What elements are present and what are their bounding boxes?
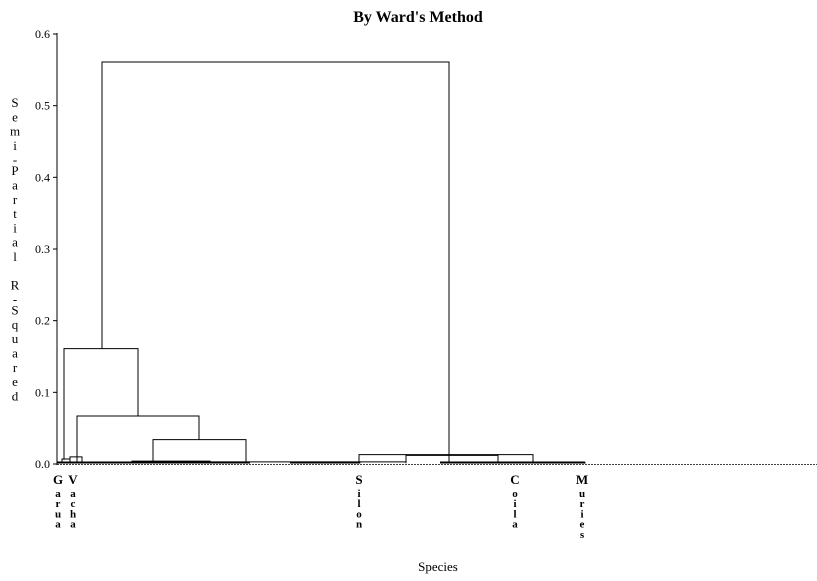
y-label-char: d xyxy=(12,388,19,403)
leaf-label-char: o xyxy=(512,488,518,500)
y-label-char: P xyxy=(11,163,18,178)
leaf-label-char: C xyxy=(510,472,519,487)
dendrogram-link xyxy=(101,61,450,462)
y-tick-label: 0.6 xyxy=(35,27,50,41)
leaf-label-char: i xyxy=(513,498,516,510)
y-tick-label: 0.5 xyxy=(35,99,50,113)
leaf-label-char: o xyxy=(356,508,362,520)
leaf-label-char: V xyxy=(68,472,78,487)
y-label-char: S xyxy=(11,303,18,318)
dendrogram-link xyxy=(152,439,247,463)
dendrogram-link xyxy=(358,454,534,463)
leaf-label-char: l xyxy=(513,508,516,520)
leaf-label-char: r xyxy=(580,498,585,510)
leaf-label-char: s xyxy=(580,529,585,541)
leaf-label-char: n xyxy=(356,519,362,531)
leaf-label-char: i xyxy=(357,488,360,500)
y-label-char: e xyxy=(12,374,18,389)
y-label-char: l xyxy=(13,249,17,264)
y-label-char: r xyxy=(13,360,18,375)
y-label-char: i xyxy=(13,138,17,153)
y-label-char: S xyxy=(11,95,18,110)
leaf-label-char: u xyxy=(55,508,61,520)
y-label-char: - xyxy=(13,152,17,167)
leaf-label-char: u xyxy=(579,488,585,500)
dendrogram-link xyxy=(63,348,139,460)
y-label-char: a xyxy=(12,235,18,250)
y-label-char: r xyxy=(13,192,18,207)
dendrogram-branches xyxy=(57,61,586,464)
leaf-label-char: a xyxy=(512,519,518,531)
dendrogram-link xyxy=(405,454,499,463)
y-tick-label: 0.1 xyxy=(35,385,50,399)
dendrogram-link xyxy=(76,415,200,463)
y-label-char: - xyxy=(13,292,17,307)
leaf-label-char: a xyxy=(55,488,61,500)
leaf-label-char: r xyxy=(56,498,61,510)
y-axis-ticks: 0.0 0.1 0.2 0.3 0.4 0.5 0.6 xyxy=(35,27,57,471)
y-tick-label: 0.3 xyxy=(35,242,50,256)
leaf-label-char: M xyxy=(576,472,588,487)
x-axis-label: Species xyxy=(418,559,458,574)
y-tick-label: 0.4 xyxy=(35,170,50,184)
y-label-char: u xyxy=(12,331,19,346)
y-label-char: q xyxy=(12,317,19,332)
y-label-char: a xyxy=(12,178,18,193)
leaf-label-char: e xyxy=(580,519,585,531)
leaf-label-char: S xyxy=(355,472,362,487)
leaf-label-char: i xyxy=(580,508,583,520)
dendrogram-link xyxy=(69,456,83,464)
chart-title: By Ward's Method xyxy=(353,9,483,26)
leaf-label-char: c xyxy=(71,498,76,510)
leaf-label-char: a xyxy=(70,519,76,531)
leaf-label-char: a xyxy=(55,519,61,531)
leaf-label-char: h xyxy=(70,508,76,520)
y-tick-label: 0.2 xyxy=(35,314,50,328)
y-label-char: t xyxy=(13,206,17,221)
leaf-label-char: G xyxy=(53,472,63,487)
leaf-label-char: a xyxy=(70,488,76,500)
y-label-char: a xyxy=(12,346,18,361)
y-label-char: e xyxy=(12,109,18,124)
y-label-char: m xyxy=(10,124,20,139)
leaf-label-char: l xyxy=(357,498,360,510)
y-label-char: R xyxy=(11,277,20,292)
y-tick-label: 0.0 xyxy=(35,457,50,471)
y-label-char: i xyxy=(13,220,17,235)
